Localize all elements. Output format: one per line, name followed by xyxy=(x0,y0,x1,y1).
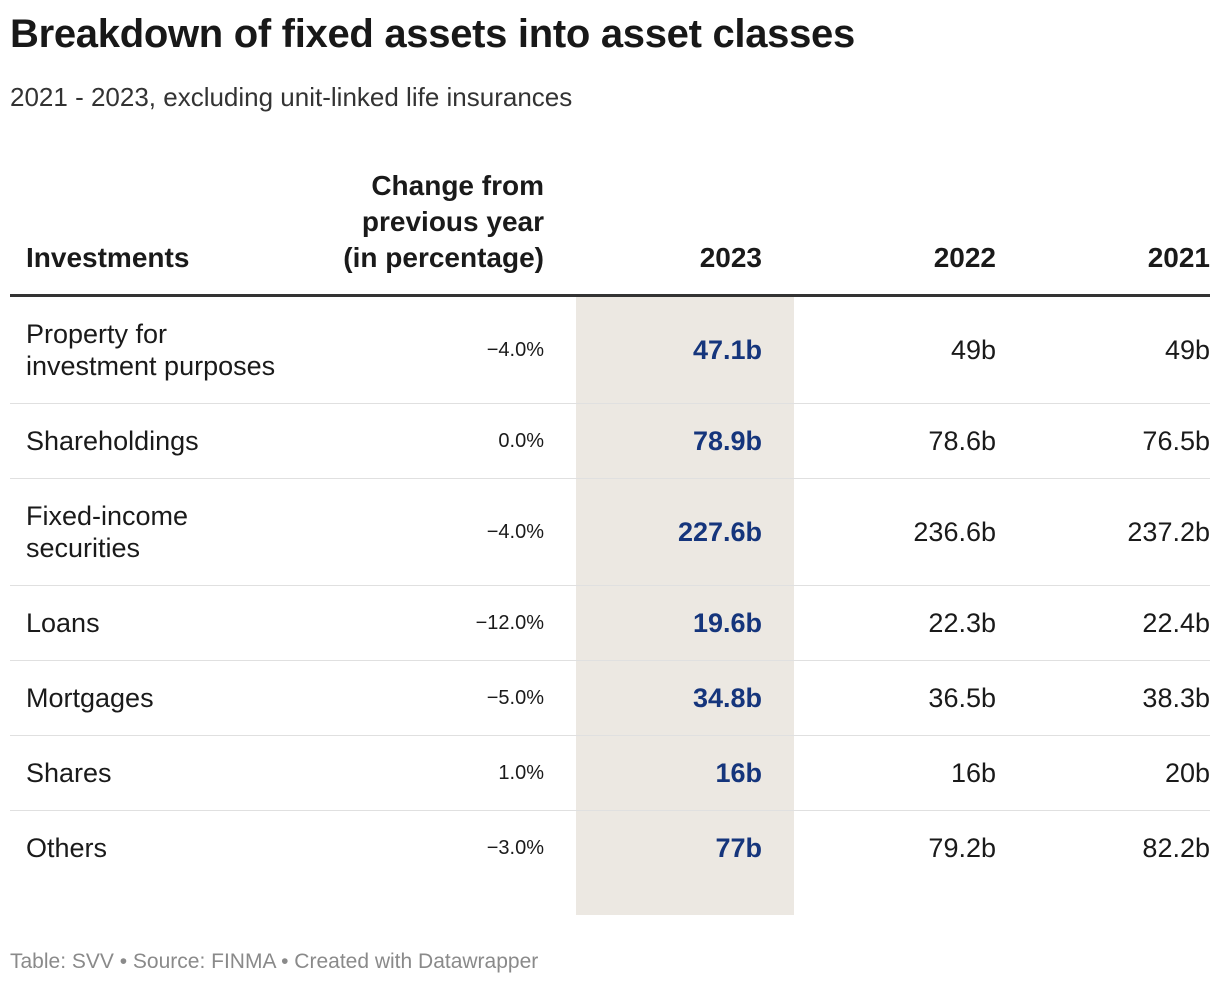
table-row: Fixed-income securities −4.0% 227.6b 236.6b… xyxy=(10,478,1210,586)
table-row: Others −3.0% 77b 79.2b 82.2b xyxy=(10,810,1210,885)
cell-change: −4.0% xyxy=(300,478,576,586)
cell-value-2022: 49b xyxy=(794,297,1012,404)
column-header-2022[interactable]: 2022 xyxy=(794,168,1012,297)
data-table: Investments Change from previous year (i… xyxy=(10,168,1210,915)
cell-value-2021: 22.4b xyxy=(1012,585,1210,661)
cell-value-2023: 77b xyxy=(576,810,794,885)
cell-investment: Loans xyxy=(10,585,300,661)
table-body: Property for investment purposes −4.0% 47.… xyxy=(10,295,1210,885)
cell-investment: Others xyxy=(26,833,108,863)
column-header-change-line: (in percentage) xyxy=(343,242,544,273)
chart-footer: Table: SVV • Source: FINMA • Created wit… xyxy=(10,950,539,973)
cell-value-2021: 38.3b xyxy=(1012,660,1210,736)
cell-value-2023: 19.6b xyxy=(576,585,794,661)
cell-change: −4.0% xyxy=(300,297,576,404)
column-header-change-line: Change from xyxy=(371,170,544,201)
table-row: Mortgages −5.0% 34.8b 36.5b 38.3b xyxy=(10,660,1210,736)
cell-value-2021: 76.5b xyxy=(1012,403,1210,479)
table-row: Property for investment purposes −4.0% 47.… xyxy=(10,297,1210,404)
cell-investment: Shares xyxy=(10,735,300,811)
cell-value-2022: 79.2b xyxy=(928,832,996,863)
column-header-2021[interactable]: 2021 xyxy=(1012,168,1210,297)
cell-value-2022: 78.6b xyxy=(794,403,1012,479)
cell-value-2022: 22.3b xyxy=(794,585,1012,661)
cell-value-2023: 47.1b xyxy=(576,297,794,404)
cell-investment: Shareholdings xyxy=(10,403,300,479)
cell-value-2023: 227.6b xyxy=(576,478,794,586)
table-row: Loans −12.0% 19.6b 22.3b 22.4b xyxy=(10,585,1210,661)
cell-value-2023: 78.9b xyxy=(576,403,794,479)
column-header-change[interactable]: Change from previous year (in percentage… xyxy=(300,168,576,297)
chart-subtitle: 2021 - 2023, excluding unit-linked life … xyxy=(10,82,573,112)
cell-value-2021: 82.2b xyxy=(1142,832,1210,863)
cell-value-2022: 36.5b xyxy=(794,660,1012,736)
cell-change: 0.0% xyxy=(300,403,576,479)
cell-value-2023: 16b xyxy=(576,735,794,811)
data-table-container: Investments Change from previous year (i… xyxy=(10,168,1210,915)
cell-investment: Property for investment purposes xyxy=(10,297,300,404)
cell-value-2021: 20b xyxy=(1012,735,1210,811)
cell-change: −5.0% xyxy=(300,660,576,736)
column-header-2023[interactable]: 2023 xyxy=(576,168,794,297)
table-spacer-row xyxy=(10,295,1210,297)
table-header: Investments Change from previous year (i… xyxy=(10,168,1210,297)
chart-title: Breakdown of fixed assets into asset cla… xyxy=(10,12,855,56)
column-header-change-line: previous year xyxy=(361,206,544,237)
cell-change: 1.0% xyxy=(300,735,576,811)
cell-value-2021: 49b xyxy=(1012,297,1210,404)
cell-value-2022: 236.6b xyxy=(794,478,1012,586)
table-bottom-spacer xyxy=(10,885,1210,915)
table-row: Shares 1.0% 16b 16b 20b xyxy=(10,735,1210,811)
cell-investment: Mortgages xyxy=(10,660,300,736)
cell-change: −12.0% xyxy=(300,585,576,661)
table-row: Shareholdings 0.0% 78.9b 78.6b 76.5b xyxy=(10,403,1210,479)
column-header-investments[interactable]: Investments xyxy=(10,168,300,297)
cell-change: −3.0% xyxy=(486,836,544,859)
cell-value-2023: 34.8b xyxy=(576,660,794,736)
cell-value-2021: 237.2b xyxy=(1012,478,1210,586)
cell-value-2022: 16b xyxy=(794,735,1012,811)
cell-investment: Fixed-income securities xyxy=(10,478,300,586)
